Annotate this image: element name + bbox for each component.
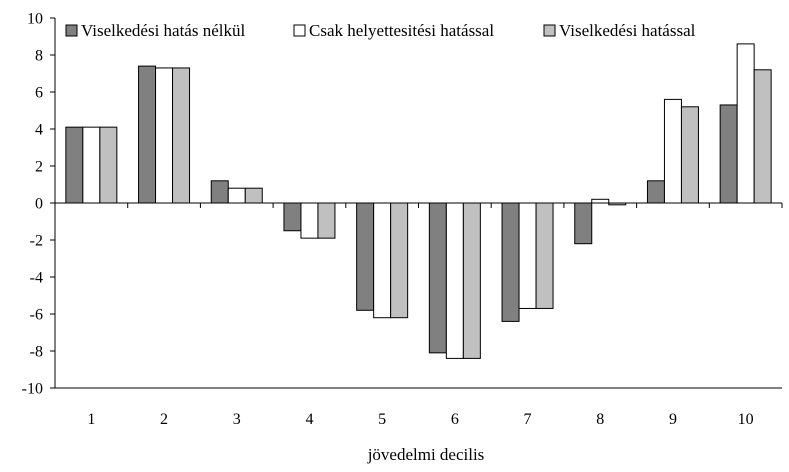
bar-series-3-decile-10 <box>753 69 772 204</box>
bar-series-1-decile-6 <box>428 202 447 354</box>
y-tick-label: 2 <box>35 159 43 176</box>
y-tick-label: 4 <box>35 122 43 139</box>
legend-swatch-3 <box>543 24 556 37</box>
legend: Viselkedési hatás nélkül Csak helyettesit… <box>65 21 696 40</box>
y-tick-label: 10 <box>27 11 43 28</box>
bar-series-3-decile-9 <box>680 106 699 204</box>
x-tick-label: 5 <box>378 411 386 428</box>
bar-series-2-decile-1 <box>82 126 101 204</box>
y-tick-label: 6 <box>35 85 43 102</box>
bar-series-3-decile-1 <box>99 126 118 204</box>
bar-series-2-decile-6 <box>445 202 464 359</box>
x-tick-label: 1 <box>87 411 95 428</box>
x-axis-title: jövedelmi decilis <box>367 445 485 464</box>
bar-series-2-decile-4 <box>300 202 319 239</box>
x-tick-label: 3 <box>233 411 241 428</box>
bar-series-3-decile-7 <box>535 202 554 309</box>
bar-series-3-decile-5 <box>390 202 409 319</box>
x-tick-label: 9 <box>669 411 677 428</box>
bar-series-2-decile-2 <box>155 67 174 204</box>
bar-series-1-decile-8 <box>574 202 593 245</box>
y-tick-label: -6 <box>30 307 43 324</box>
bar-series-1-decile-5 <box>356 202 375 311</box>
ticks-layer: 10 8 6 4 2 0 -2 -4 -6 -8 -10 1 2 3 4 5 6 7 8 9 10 <box>22 11 783 428</box>
y-tick-label: 0 <box>35 196 43 213</box>
legend-label-2: Csak helyettesitési hatással <box>309 21 494 40</box>
y-tick-label: -4 <box>30 270 43 287</box>
bar-series-2-decile-8 <box>591 198 610 204</box>
bar-series-2-decile-7 <box>518 202 537 309</box>
x-tick-label: 10 <box>738 411 754 428</box>
legend-label-1: Viselkedési hatás nélkül <box>81 21 245 40</box>
y-tick-label: 8 <box>35 48 43 65</box>
bar-series-2-decile-9 <box>663 98 682 204</box>
bar-series-1-decile-10 <box>719 104 738 204</box>
x-tick-label: 8 <box>596 411 604 428</box>
bar-series-1-decile-2 <box>138 65 157 204</box>
y-tick-label: -2 <box>30 233 43 250</box>
x-tick-label: 6 <box>451 411 459 428</box>
x-tick-label: 7 <box>524 411 532 428</box>
bar-series-3-decile-4 <box>317 202 336 239</box>
bars-layer <box>65 43 772 359</box>
x-tick-label: 2 <box>160 411 168 428</box>
y-tick-label: -8 <box>30 344 43 361</box>
legend-swatch-1 <box>65 24 78 37</box>
bar-series-1-decile-1 <box>65 126 84 204</box>
bar-series-2-decile-3 <box>227 187 246 204</box>
bar-series-1-decile-3 <box>210 180 229 204</box>
bar-series-3-decile-6 <box>462 202 481 359</box>
bar-series-1-decile-4 <box>283 202 302 232</box>
bar-series-1-decile-7 <box>501 202 520 322</box>
legend-label-3: Viselkedési hatással <box>559 21 696 40</box>
bar-series-3-decile-3 <box>244 187 263 204</box>
bar-series-1-decile-9 <box>646 180 665 204</box>
bar-series-3-decile-2 <box>172 67 191 204</box>
y-tick-label: -10 <box>22 381 43 398</box>
legend-swatch-2 <box>293 24 306 37</box>
bar-series-2-decile-5 <box>373 202 392 319</box>
bar-series-2-decile-10 <box>736 43 755 204</box>
x-tick-label: 4 <box>305 411 313 428</box>
